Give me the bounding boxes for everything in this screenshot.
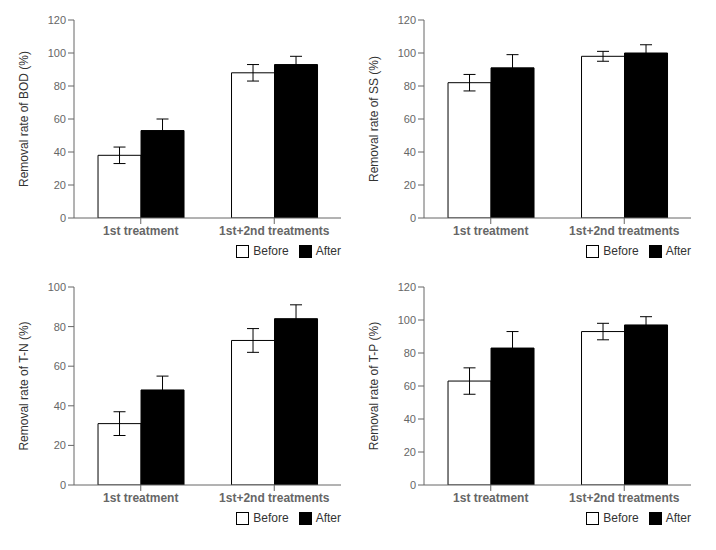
svg-text:40: 40 — [404, 413, 416, 425]
html-text:After: After — [665, 244, 691, 258]
svg-text:60: 60 — [404, 113, 416, 125]
svg-text:60: 60 — [404, 380, 416, 392]
svg-text:Removal rate of T-N (%): Removal rate of T-N (%) — [17, 321, 31, 450]
html-text:After: After — [315, 511, 341, 525]
svg-text:1st treatment: 1st treatment — [453, 224, 528, 238]
svg-text:0: 0 — [60, 212, 66, 224]
svg-text:Removal rate of BOD (%): Removal rate of BOD (%) — [17, 51, 31, 187]
svg-text:100: 100 — [398, 314, 416, 326]
svg-text:0: 0 — [410, 479, 416, 491]
svg-text:20: 20 — [54, 179, 66, 191]
svg-text:80: 80 — [54, 321, 66, 333]
svg-text:20: 20 — [54, 439, 66, 451]
html-text:Before: Before — [253, 244, 289, 258]
svg-text:1st treatment: 1st treatment — [103, 224, 178, 238]
svg-text:1st treatment: 1st treatment — [453, 491, 528, 505]
html-text:After: After — [665, 511, 691, 525]
svg-text:40: 40 — [404, 146, 416, 158]
svg-text:60: 60 — [54, 113, 66, 125]
svg-text:Removal rate of SS (%): Removal rate of SS (%) — [367, 56, 381, 182]
svg-text:80: 80 — [54, 80, 66, 92]
html-text:Before: Before — [603, 511, 639, 525]
html-text:Before: Before — [603, 244, 639, 258]
svg-text:120: 120 — [398, 14, 416, 26]
svg-text:80: 80 — [404, 347, 416, 359]
svg-text:60: 60 — [54, 360, 66, 372]
svg-text:20: 20 — [404, 179, 416, 191]
svg-text:40: 40 — [54, 146, 66, 158]
svg-text:40: 40 — [54, 400, 66, 412]
svg-text:80: 80 — [404, 80, 416, 92]
svg-text:120: 120 — [398, 281, 416, 293]
svg-text:100: 100 — [48, 281, 66, 293]
svg-text:0: 0 — [60, 479, 66, 491]
svg-text:Removal rate of T-P (%): Removal rate of T-P (%) — [367, 322, 381, 450]
svg-text:100: 100 — [398, 47, 416, 59]
svg-text:1st+2nd treatments: 1st+2nd treatments — [219, 224, 330, 238]
svg-text:0: 0 — [410, 212, 416, 224]
svg-text:1st+2nd treatments: 1st+2nd treatments — [569, 491, 680, 505]
svg-text:20: 20 — [404, 446, 416, 458]
svg-text:1st+2nd treatments: 1st+2nd treatments — [569, 224, 680, 238]
svg-text:100: 100 — [48, 47, 66, 59]
html-text:After: After — [315, 244, 341, 258]
svg-text:1st+2nd treatments: 1st+2nd treatments — [219, 491, 330, 505]
html-text:Before: Before — [253, 511, 289, 525]
svg-text:120: 120 — [48, 14, 66, 26]
svg-text:1st treatment: 1st treatment — [103, 491, 178, 505]
